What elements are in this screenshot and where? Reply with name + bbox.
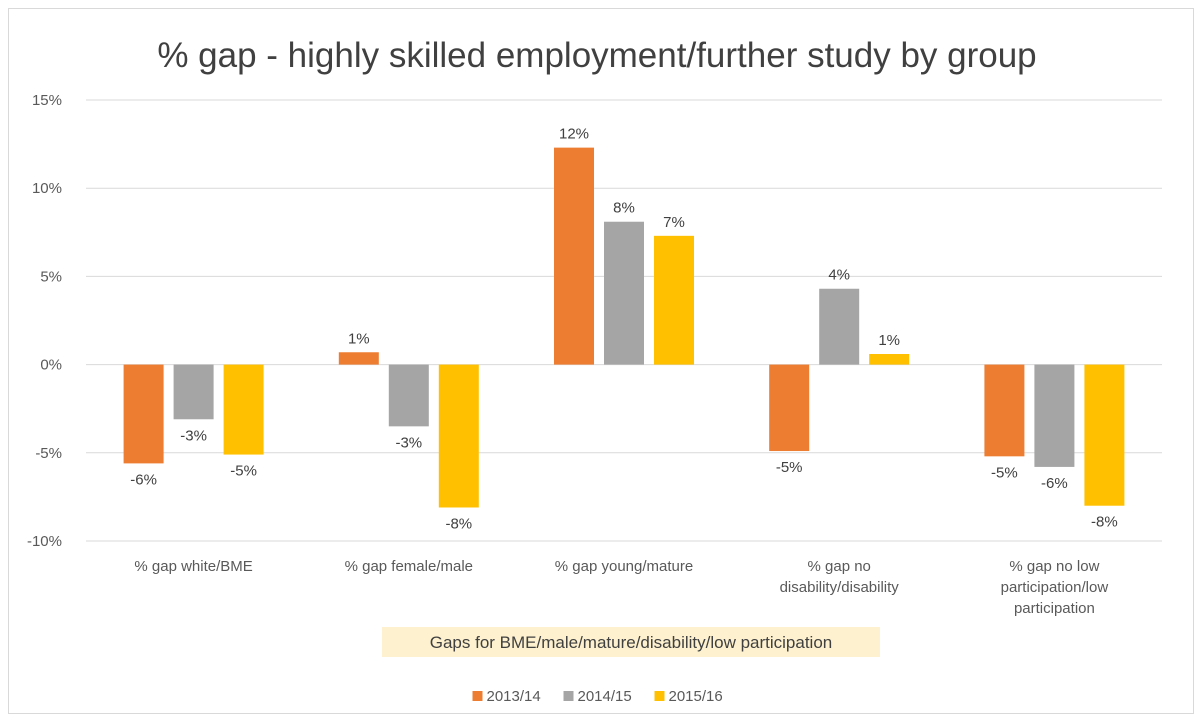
data-label: 4% [828,267,850,284]
annotation-text: Gaps for BME/male/mature/disability/low … [430,633,833,652]
bars [123,147,1125,508]
bar [604,221,644,365]
bar [173,364,214,420]
bar [869,354,910,365]
data-label: 12% [559,126,589,143]
annotation-background [382,627,880,657]
category-label-line: % gap young/mature [555,558,693,575]
data-label: -6% [130,471,157,488]
y-tick-label: -5% [35,445,62,462]
bar [769,364,810,452]
data-label: -3% [180,427,207,444]
data-label: 8% [613,200,635,217]
category-label-line: % gap female/male [345,558,473,575]
legend-label: 2013/14 [487,688,541,705]
y-tick-label: 15% [32,92,62,109]
y-tick-label: -10% [27,533,62,550]
category-label: % gap white/BME [134,558,252,575]
data-label: -3% [395,434,422,451]
bar [438,364,479,508]
category-label-line: % gap no [808,558,871,575]
category-label: % gap no low participation/low participati… [1001,558,1109,617]
category-label-line: % gap no low [1009,558,1099,575]
bar [338,352,379,365]
legend-swatch [472,691,483,701]
data-label: 1% [878,332,900,349]
y-tick-label: 5% [40,268,62,285]
chart-frame [8,8,1194,714]
data-labels: -6% 1% 12% -5% -5% -3% -3% 8% 4% -6% -5% -8% 7% 1% -8% [130,126,1117,533]
data-label: -5% [991,464,1018,481]
bar [554,147,594,365]
gridlines [86,99,1162,542]
data-label: 1% [348,330,370,347]
data-label: -8% [445,515,472,532]
y-axis-ticks: 15% 10% 5% 0% -5% -10% [27,92,62,550]
bar [223,364,264,455]
category-label-line: participation/low [1001,579,1109,596]
legend: 2013/14 2014/15 2015/16 [472,688,723,705]
bar [123,364,164,464]
data-label: 7% [663,214,685,231]
bar [1084,364,1125,506]
legend-swatch [654,691,665,701]
category-labels: % gap white/BME % gap female/male % gap yo… [134,558,1108,617]
data-label: -5% [230,463,257,480]
bar [1034,364,1075,467]
category-label-line: disability/disability [780,579,900,596]
legend-label: 2015/16 [669,688,723,705]
bar [654,235,694,365]
y-tick-label: 10% [32,180,62,197]
chart-title: % gap - highly skilled employment/furthe… [157,36,1036,75]
bar [819,288,860,365]
data-label: -8% [1091,514,1118,531]
category-label: % gap young/mature [555,558,693,575]
bar [388,364,429,427]
category-label-line: participation [1014,600,1095,617]
category-label-line: % gap white/BME [134,558,252,575]
legend-swatch [563,691,574,701]
category-label: % gap no disability/disability [780,558,900,596]
legend-label: 2014/15 [578,688,632,705]
y-tick-label: 0% [40,357,62,374]
category-label: % gap female/male [345,558,473,575]
bar [984,364,1025,457]
annotation-group: Gaps for BME/male/mature/disability/low … [382,627,880,657]
data-label: -6% [1041,475,1068,492]
data-label: -5% [776,459,803,476]
